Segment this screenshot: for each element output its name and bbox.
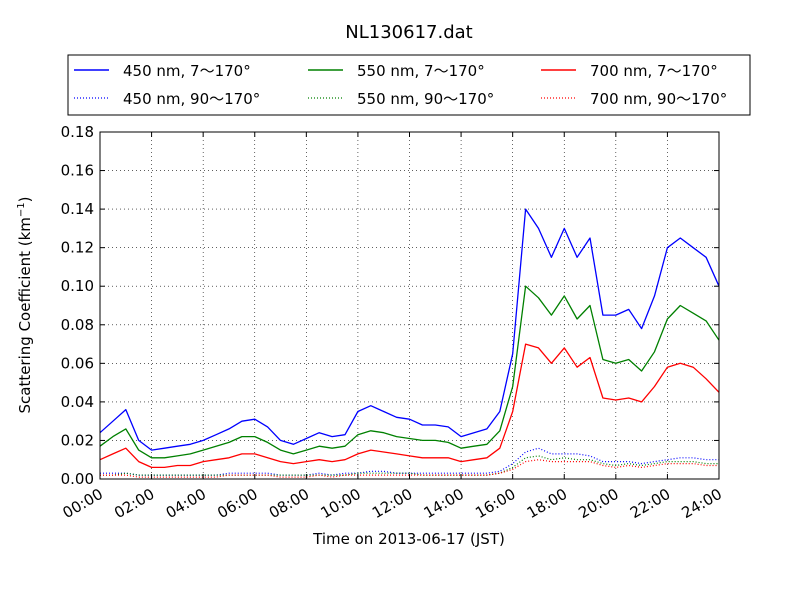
legend-label-1: 450 nm, 90～170° (123, 90, 260, 108)
series-line-3 (100, 455, 719, 476)
y-tick-label: 0.18 (61, 123, 94, 141)
series-line-0 (99, 208, 720, 451)
y-axis-label-tail: ) (16, 196, 34, 202)
y-axis-label-main: Scattering Coefficient (km (16, 217, 34, 413)
legend-label-5: 700 nm, 90～170° (590, 90, 727, 108)
y-axis-label: Scattering Coefficient (km−1) (16, 196, 34, 413)
series-lines (99, 208, 720, 478)
y-tick-label: 0.04 (61, 393, 94, 411)
y-axis-label-superscript: −1 (16, 202, 27, 217)
x-axis-label: Time on 2013-06-17 (JST) (312, 530, 505, 548)
legend-label-0: 450 nm, 7～170° (123, 62, 251, 80)
y-tick-label: 0.08 (61, 316, 94, 334)
y-tick-label: 0.10 (61, 277, 94, 295)
y-tick-label: 0.00 (61, 470, 94, 488)
series-line-4 (99, 343, 720, 469)
y-tick-label: 0.14 (61, 200, 94, 218)
y-tick-label: 0.02 (61, 431, 94, 449)
legend-label-3: 550 nm, 90～170° (357, 90, 494, 108)
y-tick-label: 0.16 (61, 162, 94, 180)
y-tick-label: 0.12 (61, 239, 94, 257)
legend: 450 nm, 7～170° 550 nm, 7～170° 700 nm, 7～17… (67, 54, 751, 116)
y-tick-labels: 0.00 0.02 0.04 0.06 0.08 0.10 0.12 0.14 0.16 0.18 (61, 123, 94, 488)
y-tick-label: 0.06 (61, 354, 94, 372)
legend-label-4: 700 nm, 7～170° (590, 62, 718, 80)
legend-box (67, 54, 751, 116)
chart-title: NL130617.dat (345, 22, 472, 43)
legend-label-2: 550 nm, 7～170° (357, 62, 485, 80)
axis-ticks (99, 131, 720, 480)
series-line-2 (99, 285, 720, 459)
